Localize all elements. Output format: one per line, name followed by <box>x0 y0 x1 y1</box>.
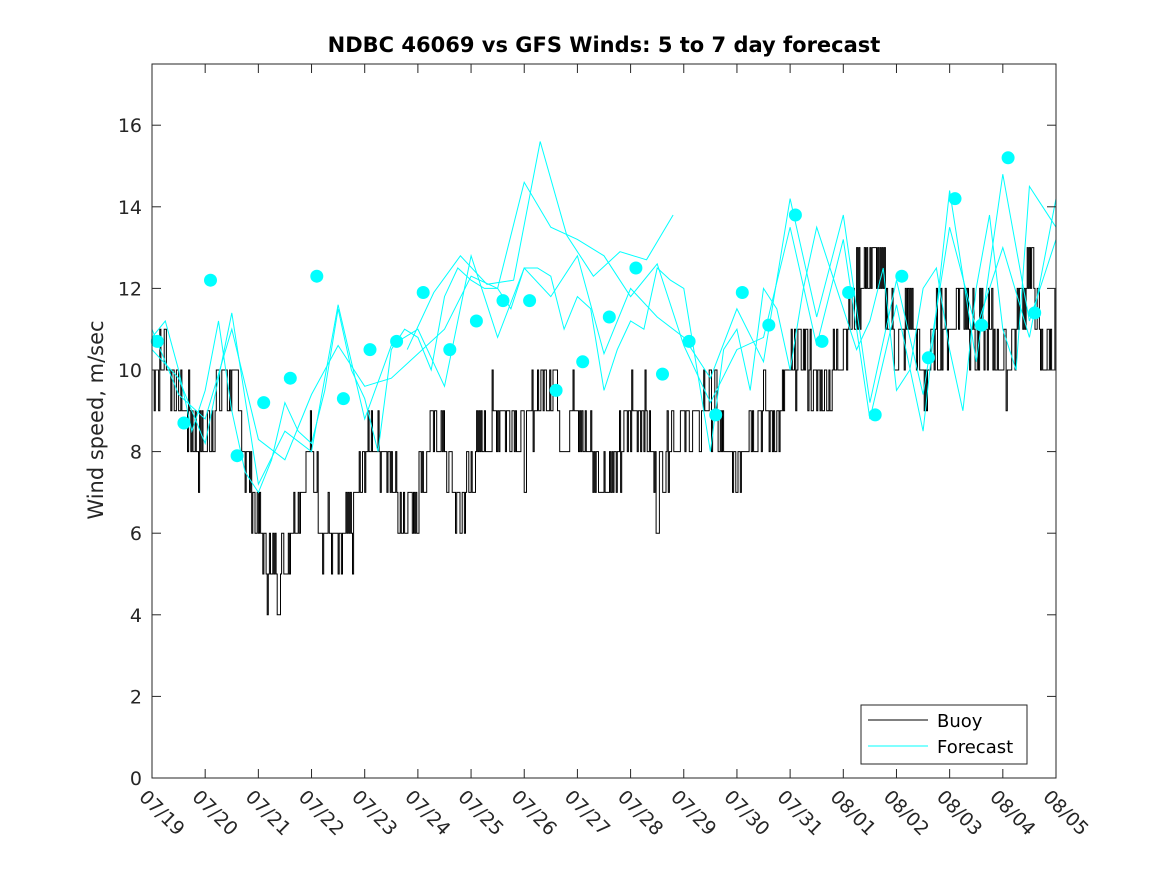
forecast-extra-line-1 <box>151 174 1057 461</box>
forecast-marker-8 <box>363 343 377 357</box>
forecast-marker-11 <box>443 343 457 357</box>
forecast-marker-26 <box>842 286 856 299</box>
y-tick-label-2: 4 <box>130 605 142 627</box>
forecast-marker-33 <box>1028 306 1042 320</box>
legend-box <box>860 704 1028 765</box>
forecast-marker-29 <box>921 351 935 365</box>
plot-area <box>150 141 1057 616</box>
y-tick-label-4: 8 <box>130 442 142 464</box>
y-tick-label-7: 14 <box>118 197 142 219</box>
forecast-marker-28 <box>895 269 909 283</box>
forecast-marker-7 <box>336 392 350 406</box>
y-tick-label-3: 6 <box>130 523 142 545</box>
forecast-marker-27 <box>868 408 882 422</box>
forecast-marker-1 <box>177 416 191 430</box>
forecast-marker-2 <box>204 273 217 287</box>
forecast-marker-13 <box>496 294 510 308</box>
forecast-marker-23 <box>762 318 776 332</box>
axes-box <box>151 63 1057 779</box>
legend-label-forecast: Forecast <box>937 737 1013 758</box>
forecast-marker-4 <box>257 396 271 410</box>
forecast-extra-line-0 <box>151 198 1057 486</box>
forecast-series-line <box>151 184 1057 494</box>
forecast-marker-20 <box>682 334 696 348</box>
forecast-marker-25 <box>815 334 829 348</box>
buoy-series-line <box>152 247 1056 616</box>
forecast-marker-30 <box>948 192 962 206</box>
forecast-marker-21 <box>709 408 723 422</box>
y-tick-label-8: 16 <box>118 115 142 137</box>
forecast-marker-32 <box>1001 151 1015 165</box>
forecast-marker-19 <box>656 367 669 381</box>
chart-title: NDBC 46069 vs GFS Winds: 5 to 7 day fore… <box>328 33 881 57</box>
forecast-marker-12 <box>469 314 483 328</box>
forecast-marker-15 <box>549 383 563 397</box>
legend-label-buoy: Buoy <box>937 711 983 732</box>
forecast-marker-16 <box>576 355 590 369</box>
forecast-marker-31 <box>975 318 989 332</box>
forecast-marker-6 <box>310 269 324 283</box>
forecast-marker-22 <box>735 286 749 299</box>
forecast-marker-5 <box>283 371 297 385</box>
y-tick-label-0: 0 <box>130 768 142 790</box>
forecast-marker-14 <box>523 294 537 308</box>
y-tick-label-1: 2 <box>130 686 142 708</box>
y-tick-label-5: 10 <box>118 360 142 382</box>
forecast-marker-10 <box>416 286 430 299</box>
forecast-marker-3 <box>230 449 244 463</box>
forecast-marker-0 <box>150 334 164 348</box>
legend: Buoy Forecast <box>860 704 1028 765</box>
forecast-extra-line-2 <box>406 141 674 350</box>
y-tick-label-6: 12 <box>118 278 142 300</box>
forecast-marker-18 <box>629 261 643 275</box>
forecast-marker-24 <box>788 208 802 222</box>
forecast-marker-9 <box>390 334 404 348</box>
forecast-marker-17 <box>602 310 616 324</box>
y-axis: 0 2 4 6 8 10 12 14 16 <box>118 115 1056 790</box>
y-axis-label: Wind speed, m/sec <box>84 320 108 519</box>
